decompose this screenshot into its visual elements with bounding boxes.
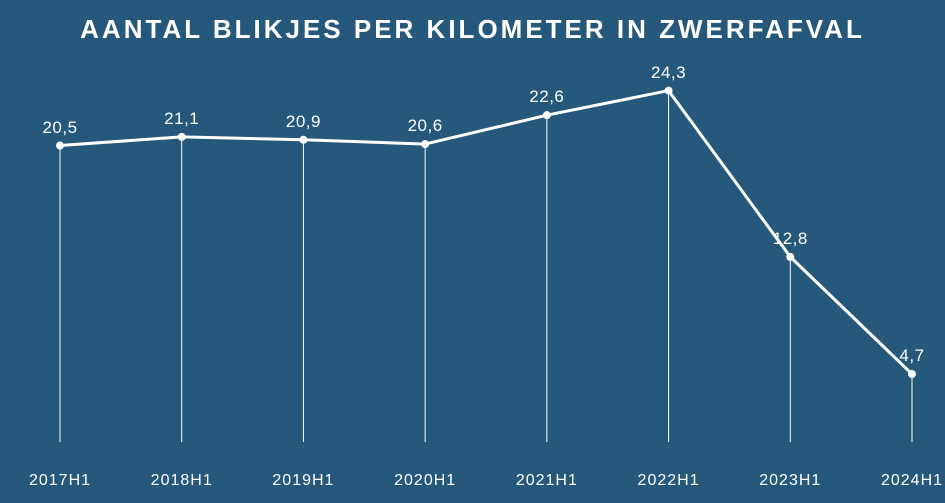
x-axis-label: 2017H1 (29, 472, 91, 490)
x-axis-label: 2021H1 (516, 472, 578, 490)
value-label: 22,6 (529, 87, 564, 107)
value-label: 20,5 (42, 118, 77, 138)
x-axis-label: 2020H1 (394, 472, 456, 490)
x-axis-label: 2022H1 (638, 472, 700, 490)
value-label: 4,7 (899, 346, 924, 366)
value-label: 12,8 (773, 229, 808, 249)
value-label: 20,9 (286, 112, 321, 132)
data-marker (786, 253, 794, 261)
data-marker (908, 370, 916, 378)
data-marker (299, 136, 307, 144)
x-axis-label: 2018H1 (151, 472, 213, 490)
x-axis-label: 2024H1 (881, 472, 943, 490)
value-label: 24,3 (651, 63, 686, 83)
data-marker (56, 142, 64, 150)
x-axis-label: 2019H1 (272, 472, 334, 490)
data-marker (178, 133, 186, 141)
data-marker (543, 111, 551, 119)
data-marker (421, 140, 429, 148)
line-chart (0, 0, 945, 503)
value-label: 20,6 (408, 116, 443, 136)
value-label: 21,1 (164, 109, 199, 129)
x-axis-label: 2023H1 (759, 472, 821, 490)
data-marker (665, 87, 673, 95)
